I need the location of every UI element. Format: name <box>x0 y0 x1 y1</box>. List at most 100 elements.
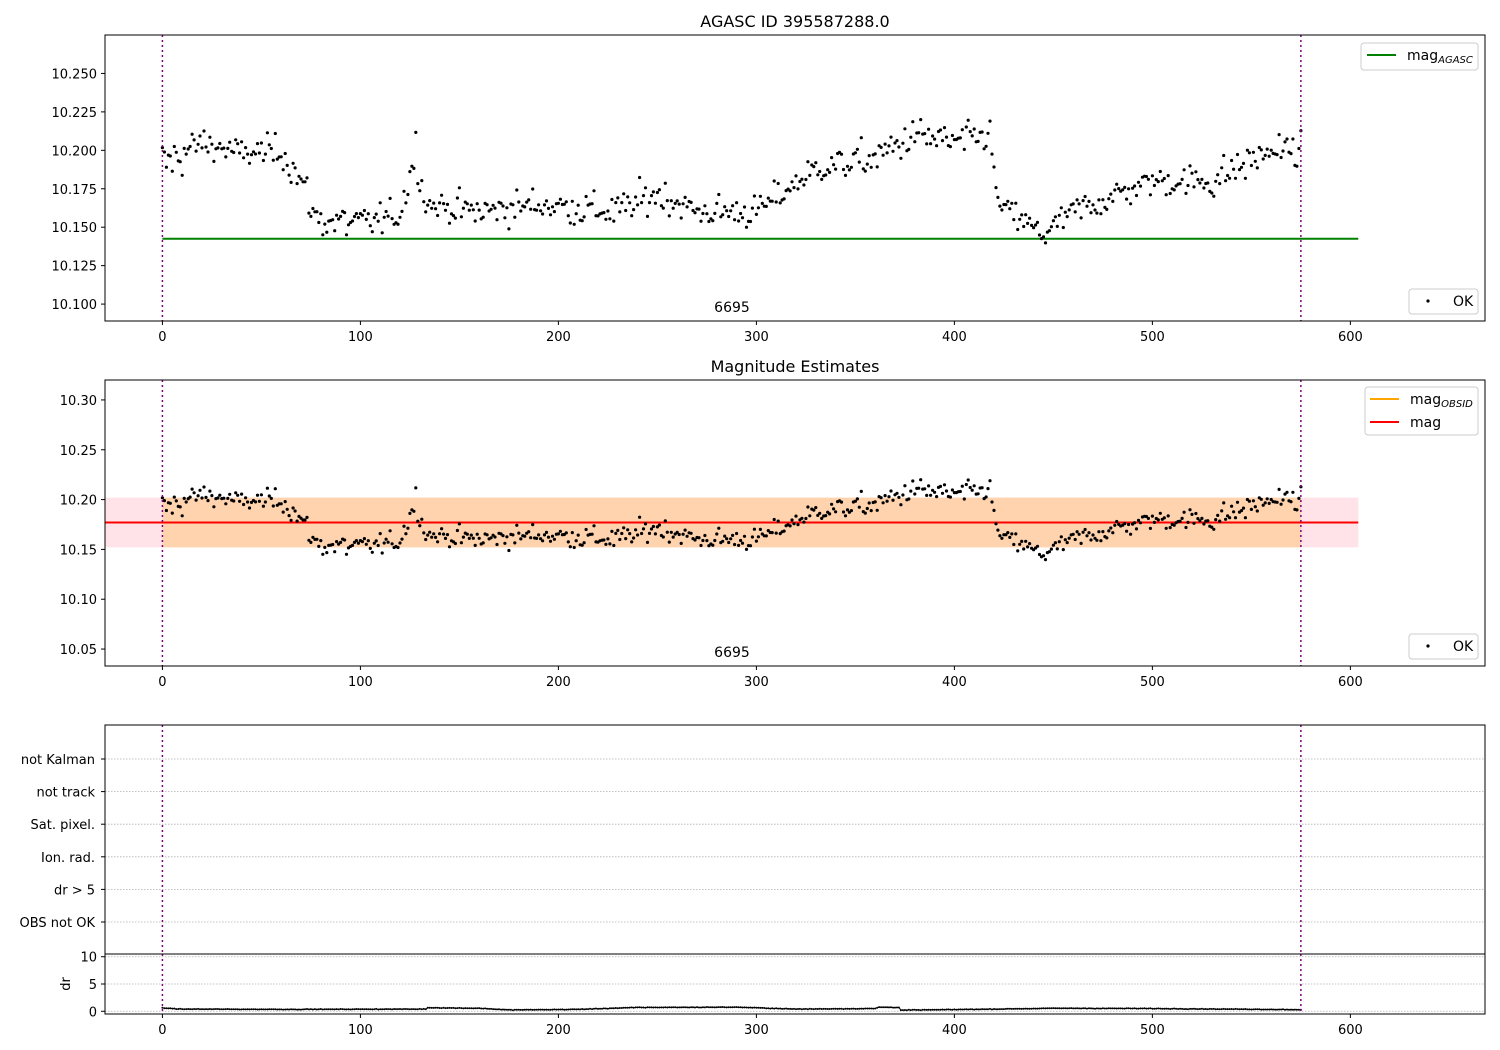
data-point-ok <box>418 189 422 193</box>
dr-point <box>777 1007 780 1010</box>
data-point-ok <box>582 215 586 219</box>
dr-point <box>1080 1007 1083 1010</box>
data-point-ok <box>1164 526 1168 530</box>
data-point-ok <box>382 215 386 219</box>
data-point-ok <box>948 145 953 149</box>
data-point-ok <box>677 202 681 206</box>
data-point-ok <box>843 173 848 177</box>
data-point-ok <box>1097 198 1101 202</box>
dr-point <box>882 1006 885 1009</box>
dr-point <box>739 1006 742 1009</box>
data-point-ok <box>964 125 968 129</box>
data-point-ok <box>675 530 679 535</box>
data-point-ok <box>445 533 450 537</box>
data-point-ok <box>875 165 879 169</box>
data-point-ok <box>1216 513 1220 518</box>
data-point-ok <box>984 144 988 148</box>
dr-point <box>664 1006 667 1009</box>
data-point-ok <box>968 485 972 490</box>
dr-point <box>1254 1008 1257 1011</box>
dr-point <box>616 1007 619 1010</box>
data-point-ok <box>1032 226 1036 230</box>
data-point-ok <box>778 201 782 205</box>
data-point-ok <box>796 523 800 527</box>
data-point-ok <box>733 542 737 547</box>
data-point-ok <box>721 213 725 217</box>
data-point-ok <box>319 212 323 216</box>
data-point-ok <box>1230 158 1234 163</box>
data-point-ok <box>602 538 606 542</box>
dr-point <box>500 1008 502 1011</box>
data-point-ok <box>634 195 638 199</box>
data-point-ok <box>782 197 786 201</box>
data-point-ok <box>723 534 727 538</box>
data-point-ok <box>249 153 254 157</box>
data-point-ok <box>556 532 561 536</box>
data-point-ok <box>984 495 988 499</box>
dr-point <box>618 1007 621 1009</box>
data-point-ok <box>869 165 873 169</box>
data-point-ok <box>406 526 410 530</box>
data-point-ok <box>402 189 406 193</box>
data-point-ok <box>1049 225 1053 229</box>
dr-point <box>674 1006 677 1009</box>
data-point-ok <box>535 208 539 212</box>
data-point-ok <box>653 201 658 205</box>
dr-point <box>502 1008 504 1011</box>
dr-point <box>175 1008 178 1011</box>
dr-point <box>496 1008 498 1011</box>
data-point-ok <box>289 180 293 184</box>
data-point-ok <box>1008 207 1012 211</box>
data-point-ok <box>495 542 499 547</box>
dr-point <box>258 1008 261 1011</box>
data-point-ok <box>263 152 267 156</box>
data-point-ok <box>727 540 731 545</box>
data-point-ok <box>1232 167 1236 171</box>
data-point-ok <box>996 195 1000 199</box>
data-point-ok <box>1028 542 1032 546</box>
data-point-ok <box>1186 183 1190 188</box>
data-point-ok <box>948 495 953 499</box>
data-point-ok <box>1125 529 1129 533</box>
dr-point <box>1208 1007 1211 1010</box>
data-point-ok <box>1148 193 1152 197</box>
dr-point <box>935 1008 938 1011</box>
dr-point <box>410 1008 413 1011</box>
data-point-ok <box>1178 182 1182 186</box>
dr-point <box>357 1008 360 1011</box>
dr-point <box>1244 1008 1247 1010</box>
data-point-ok <box>972 127 976 131</box>
data-point-ok <box>626 195 630 199</box>
dr-point <box>474 1007 477 1010</box>
data-point-ok <box>265 131 269 135</box>
data-point-ok <box>1133 184 1137 188</box>
data-point-ok <box>592 189 596 193</box>
data-point-ok <box>459 541 463 545</box>
data-point-ok <box>558 197 563 201</box>
data-point-ok <box>1182 510 1186 514</box>
data-point-ok <box>1188 508 1192 512</box>
dr-point <box>440 1007 443 1010</box>
data-point-ok <box>461 535 465 539</box>
data-point-ok <box>1144 514 1148 519</box>
data-point-ok <box>1218 519 1222 523</box>
data-point-ok <box>546 206 551 210</box>
data-point-ok <box>168 501 172 505</box>
dr-point <box>1163 1007 1166 1010</box>
data-point-ok <box>1016 227 1020 232</box>
dr-point <box>377 1008 380 1011</box>
x-tick-label: 500 <box>1140 1023 1165 1038</box>
dr-point <box>1020 1007 1023 1010</box>
data-point-ok <box>1063 210 1067 214</box>
y-tick-label: 10.175 <box>52 183 98 198</box>
dr-point <box>517 1008 520 1011</box>
data-point-ok <box>1012 218 1016 222</box>
data-point-ok <box>1230 504 1234 508</box>
data-point-ok <box>638 175 642 180</box>
dr-point <box>1258 1008 1261 1011</box>
data-point-ok <box>523 534 527 538</box>
dr-point <box>296 1008 299 1011</box>
dr-point <box>640 1006 643 1009</box>
dr-point <box>317 1008 320 1011</box>
data-point-ok <box>729 209 733 213</box>
